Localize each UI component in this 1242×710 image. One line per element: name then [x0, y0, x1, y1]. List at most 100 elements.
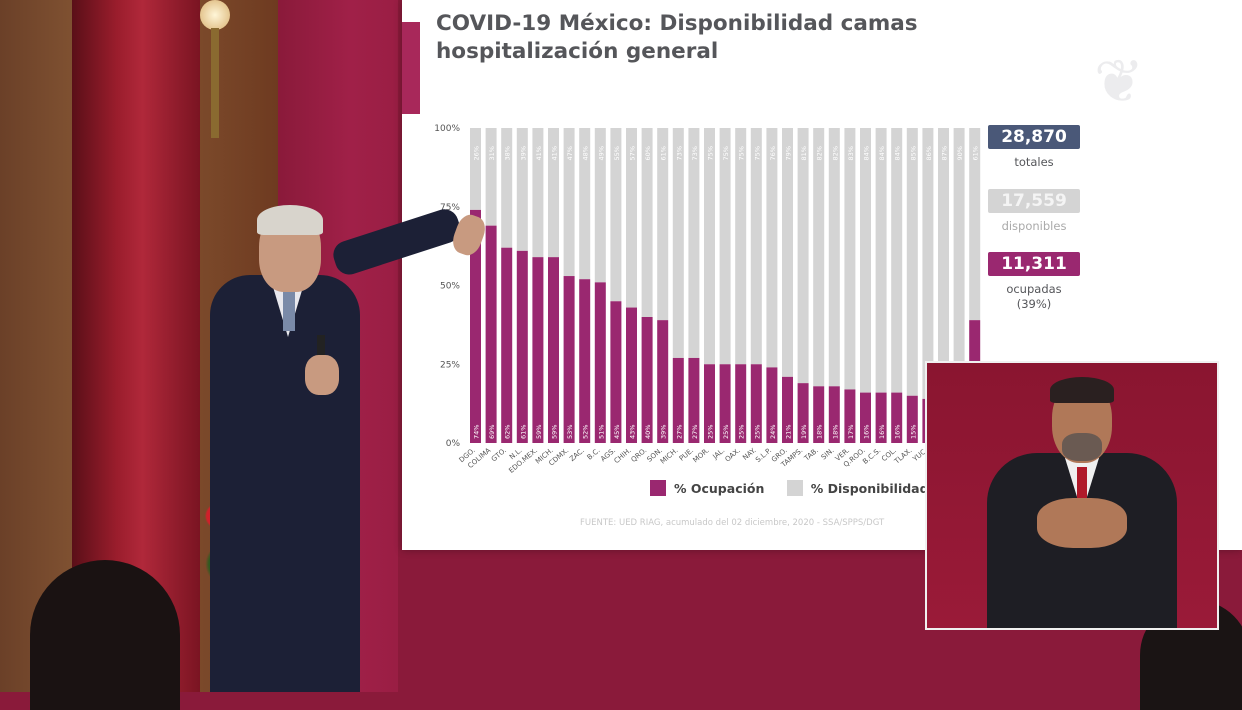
- bar-occupied: [532, 257, 544, 443]
- interpreter-tie: [1077, 467, 1087, 517]
- chart-source: FUENTE: UED RIAG, acumulado del 02 dicie…: [580, 518, 885, 528]
- category-label: CHIH.: [613, 446, 633, 465]
- category-label: B.C.: [586, 446, 602, 461]
- bar-available: [516, 128, 528, 251]
- label-available: 87%: [941, 146, 949, 160]
- label-available: 82%: [831, 146, 839, 160]
- bar-available: [735, 128, 747, 365]
- stat-occupied-value: 11,311: [988, 252, 1080, 276]
- label-occupied: 74%: [473, 425, 481, 439]
- bar-available: [704, 128, 715, 365]
- category-label: GTO.: [490, 446, 508, 463]
- category-label: TLAX.: [892, 446, 913, 466]
- label-occupied: 16%: [863, 425, 871, 439]
- label-available: 76%: [769, 146, 777, 160]
- title-accent-bar: [402, 22, 420, 114]
- lamp-post: [211, 28, 219, 138]
- label-occupied: 15%: [909, 425, 917, 439]
- bar-occupied: [891, 392, 903, 443]
- label-available: 83%: [847, 146, 855, 160]
- label-occupied: 24%: [769, 425, 777, 439]
- label-occupied: 59%: [535, 425, 543, 439]
- bar-occupied: [797, 383, 809, 443]
- label-available: 81%: [800, 146, 808, 160]
- stat-total-label: totales: [1014, 155, 1054, 169]
- bar-available: [813, 128, 825, 387]
- bar-occupied: [516, 250, 528, 443]
- bar-available: [938, 128, 949, 403]
- label-available: 61%: [972, 146, 980, 160]
- label-occupied: 25%: [753, 425, 761, 439]
- bar-available: [953, 128, 965, 412]
- category-label: MICH.: [659, 446, 680, 465]
- bar-occupied: [750, 364, 762, 443]
- label-occupied: 18%: [831, 425, 839, 439]
- category-label: SIN.: [820, 446, 836, 461]
- label-available: 73%: [675, 146, 683, 160]
- label-occupied: 39%: [660, 425, 668, 439]
- chart-legend: % Ocupación % Disponibilidad: [650, 480, 947, 496]
- y-tick-label: 25%: [440, 360, 460, 370]
- bar-available: [485, 128, 497, 226]
- label-occupied: 51%: [597, 425, 605, 439]
- label-available: 41%: [535, 146, 543, 160]
- stat-occupied: 11,311 ocupadas (39%): [988, 252, 1080, 312]
- bar-occupied: [485, 225, 497, 443]
- stat-occupied-label: ocupadas: [1006, 282, 1062, 296]
- bar-available: [579, 128, 591, 280]
- bar-available: [766, 128, 778, 368]
- bar-available: [470, 128, 481, 210]
- label-available: 57%: [629, 146, 637, 160]
- sign-language-interpreter: [925, 361, 1219, 630]
- stat-available-value: 17,559: [988, 189, 1080, 213]
- label-occupied: 25%: [707, 425, 715, 439]
- y-tick-label: 50%: [440, 282, 460, 292]
- y-tick-label: 100%: [434, 124, 460, 134]
- bar-occupied: [470, 209, 481, 443]
- label-available: 84%: [878, 146, 886, 160]
- bar-available: [844, 128, 856, 390]
- label-available: 90%: [956, 146, 964, 160]
- bar-occupied: [641, 317, 653, 443]
- label-occupied: 61%: [519, 425, 527, 439]
- bar-available: [641, 128, 653, 317]
- label-occupied: 21%: [785, 425, 793, 439]
- label-available: 39%: [519, 146, 527, 160]
- category-label: B.C.S.: [861, 446, 882, 466]
- bar-occupied: [657, 320, 669, 443]
- bar-available: [532, 128, 544, 258]
- category-label: MOR.: [692, 446, 711, 464]
- label-occupied: 27%: [691, 425, 699, 439]
- lamp: [200, 0, 230, 30]
- presenter-arm: [329, 205, 464, 279]
- bar-available: [719, 128, 731, 365]
- presenter-hair: [257, 205, 323, 235]
- label-available: 84%: [894, 146, 902, 160]
- stat-available-label: disponibles: [1001, 219, 1067, 233]
- label-occupied: 45%: [613, 425, 621, 439]
- slide-title: COVID-19 México: Disponibilidad camas ho…: [436, 11, 918, 64]
- label-available: 41%: [551, 146, 559, 160]
- bar-available: [782, 128, 793, 377]
- y-tick-label: 0%: [446, 439, 461, 449]
- bar-available: [828, 128, 840, 387]
- label-available: 26%: [473, 146, 481, 160]
- label-occupied: 19%: [800, 425, 808, 439]
- presenter: [205, 205, 489, 692]
- bar-occupied: [766, 367, 778, 443]
- stat-total-value: 28,870: [988, 125, 1080, 149]
- legend-occupied-swatch: [650, 480, 666, 496]
- category-label: QRO.: [630, 446, 649, 464]
- government-logo-icon: ❦: [1093, 47, 1145, 117]
- label-occupied: 69%: [488, 425, 496, 439]
- bar-available: [906, 128, 918, 396]
- bar-occupied: [501, 247, 513, 443]
- bar-occupied: [594, 282, 606, 443]
- bar-available: [688, 128, 700, 358]
- bar-occupied: [875, 392, 887, 443]
- bar-available: [548, 128, 559, 258]
- label-occupied: 18%: [816, 425, 824, 439]
- bar-occupied: [828, 386, 840, 443]
- bar-available: [657, 128, 669, 321]
- label-occupied: 52%: [582, 425, 590, 439]
